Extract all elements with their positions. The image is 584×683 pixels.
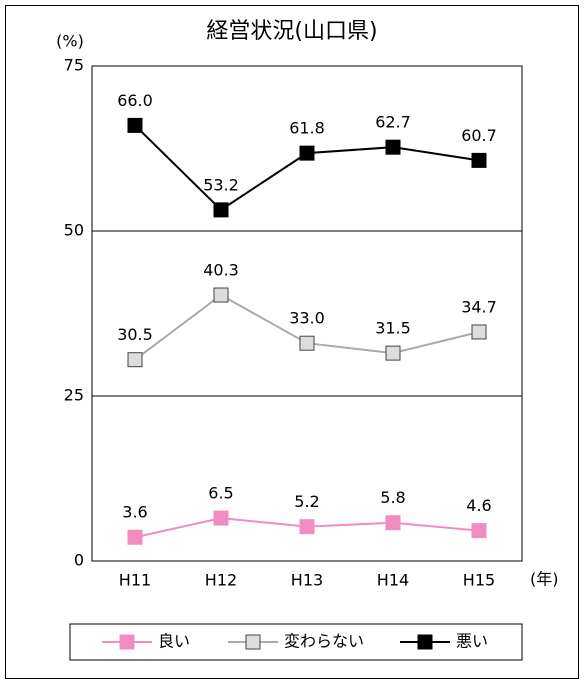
data-label: 5.2: [294, 492, 319, 511]
marker: [127, 352, 143, 368]
data-label: 30.5: [117, 325, 153, 344]
marker: [299, 519, 315, 535]
outer-frame: [5, 5, 579, 679]
marker: [299, 145, 315, 161]
data-label: 53.2: [203, 175, 239, 194]
legend-marker: [119, 634, 135, 650]
marker: [385, 345, 401, 361]
x-tick-label: H13: [291, 571, 323, 590]
data-label: 34.7: [461, 297, 497, 316]
x-tick-label: H14: [377, 571, 409, 590]
legend-label: 悪い: [456, 632, 488, 651]
chart-title: 経営状況(山口県): [206, 19, 377, 44]
marker: [213, 287, 229, 303]
marker: [127, 529, 143, 545]
marker: [299, 335, 315, 351]
marker: [213, 510, 229, 526]
data-label: 33.0: [289, 309, 325, 328]
data-label: 3.6: [122, 503, 147, 522]
data-label: 4.6: [466, 496, 491, 515]
marker: [471, 523, 487, 539]
y-tick-label: 50: [64, 221, 84, 240]
data-label: 31.5: [375, 319, 411, 338]
y-tick-label: 0: [74, 551, 84, 570]
legend-marker: [245, 634, 261, 650]
series-line: [134, 124, 480, 212]
data-label: 6.5: [208, 484, 233, 503]
data-label: 62.7: [375, 113, 411, 132]
y-unit: (%): [56, 32, 84, 51]
data-label: 40.3: [203, 261, 239, 280]
x-tick-label: H15: [463, 571, 495, 590]
data-label: 66.0: [117, 91, 153, 110]
legend-marker: [417, 634, 433, 650]
y-tick-label: 25: [64, 386, 84, 405]
x-tick-label: H11: [119, 571, 151, 590]
marker: [385, 139, 401, 155]
y-tick-label: 75: [64, 56, 84, 75]
marker: [471, 324, 487, 340]
marker: [213, 202, 229, 218]
data-label: 60.7: [461, 126, 497, 145]
legend-label: 良い: [158, 632, 190, 651]
data-label: 61.8: [289, 119, 325, 138]
marker: [471, 152, 487, 168]
x-unit: (年): [530, 570, 559, 589]
marker: [127, 117, 143, 133]
data-label: 5.8: [380, 488, 405, 507]
marker: [385, 515, 401, 531]
x-tick-label: H12: [205, 571, 237, 590]
legend-label: 変わらない: [284, 632, 364, 651]
